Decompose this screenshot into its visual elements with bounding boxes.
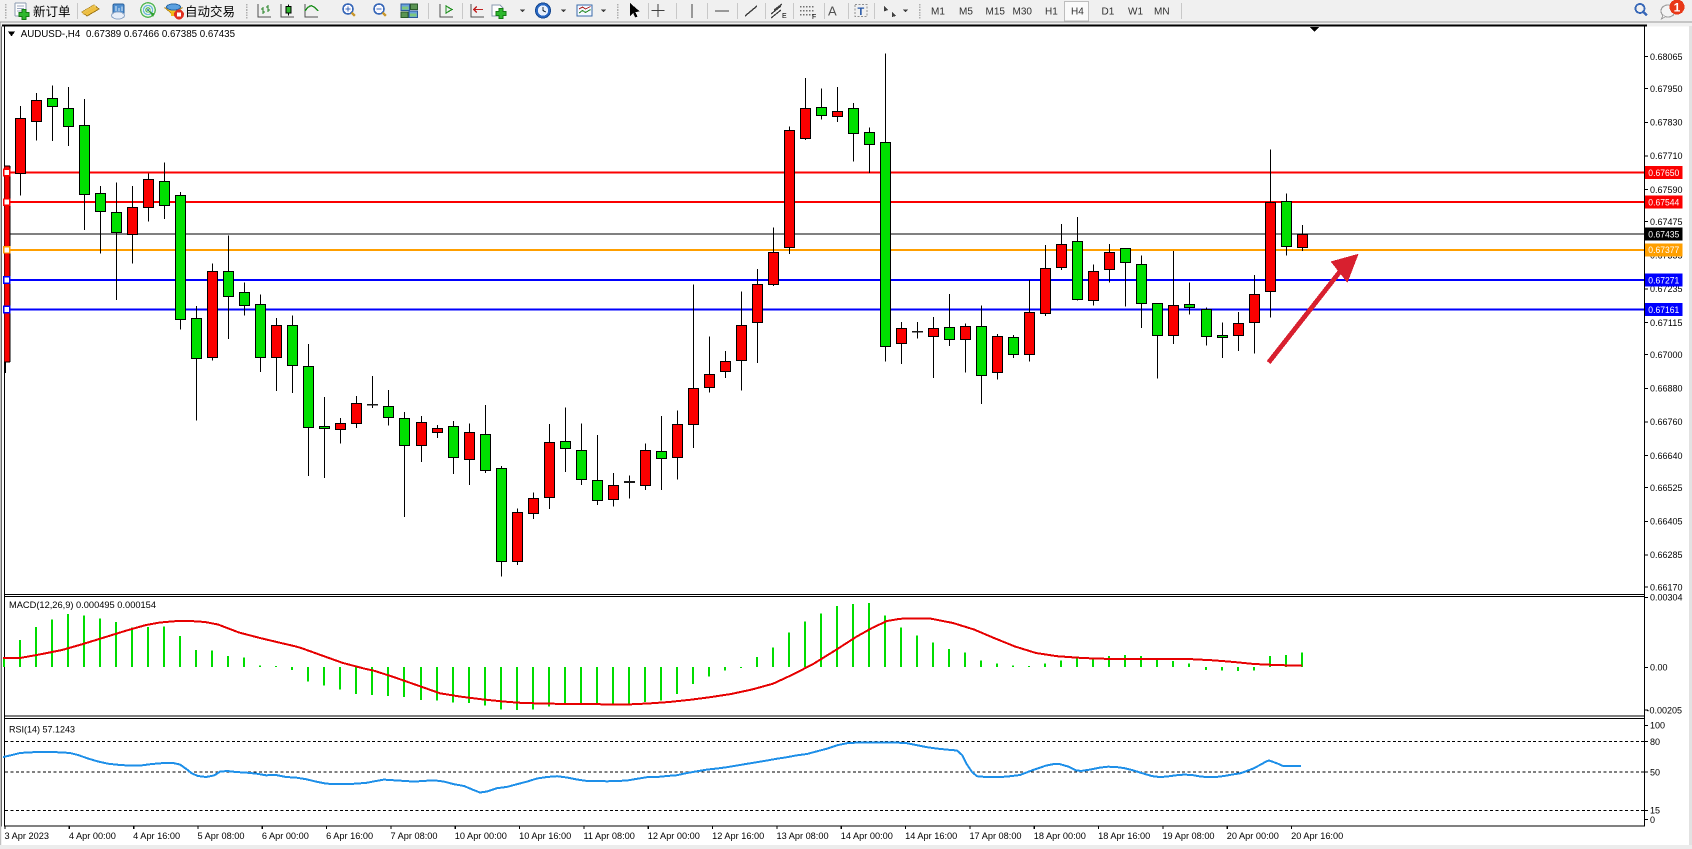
svg-text:0.66525: 0.66525 — [1650, 483, 1683, 493]
svg-text:0.67271: 0.67271 — [1648, 275, 1679, 285]
svg-text:E: E — [782, 13, 787, 20]
svg-text:10 Apr 00:00: 10 Apr 00:00 — [455, 831, 507, 841]
svg-text:100: 100 — [1650, 721, 1665, 731]
svg-text:10 Apr 16:00: 10 Apr 16:00 — [519, 831, 571, 841]
svg-text:T: T — [858, 6, 865, 18]
svg-text:20 Apr 16:00: 20 Apr 16:00 — [1291, 831, 1343, 841]
svg-text:0.66170: 0.66170 — [1650, 582, 1683, 592]
svg-text:D1: D1 — [1102, 7, 1115, 18]
svg-text:0.67435: 0.67435 — [1648, 229, 1679, 239]
svg-text:0.67590: 0.67590 — [1650, 185, 1683, 195]
svg-text:1: 1 — [1674, 1, 1681, 15]
svg-text:50: 50 — [1650, 767, 1660, 777]
svg-text:H4: H4 — [1071, 7, 1084, 18]
svg-text:0.66880: 0.66880 — [1650, 384, 1683, 394]
svg-text:19 Apr 08:00: 19 Apr 08:00 — [1162, 831, 1214, 841]
svg-text:0.66760: 0.66760 — [1650, 417, 1683, 427]
svg-text:0.00304: 0.00304 — [1650, 593, 1683, 603]
svg-text:12 Apr 00:00: 12 Apr 00:00 — [648, 831, 700, 841]
svg-text:17 Apr 08:00: 17 Apr 08:00 — [969, 831, 1021, 841]
svg-text:6 Apr 16:00: 6 Apr 16:00 — [326, 831, 373, 841]
svg-text:0.66405: 0.66405 — [1650, 517, 1683, 527]
svg-text:MN: MN — [1154, 7, 1170, 18]
svg-text:14 Apr 00:00: 14 Apr 00:00 — [841, 831, 893, 841]
svg-text:14 Apr 16:00: 14 Apr 16:00 — [905, 831, 957, 841]
svg-text:4 Apr 00:00: 4 Apr 00:00 — [69, 831, 116, 841]
svg-text:自动交易: 自动交易 — [185, 4, 235, 19]
svg-text:0.67235: 0.67235 — [1650, 284, 1683, 294]
svg-text:M1: M1 — [931, 7, 945, 18]
svg-text:0.67544: 0.67544 — [1648, 198, 1679, 208]
svg-text:18 Apr 16:00: 18 Apr 16:00 — [1098, 831, 1150, 841]
svg-text:0.67161: 0.67161 — [1648, 305, 1679, 315]
svg-text:新订单: 新订单 — [33, 4, 71, 19]
svg-text:A: A — [828, 4, 837, 19]
svg-text:0.00: 0.00 — [1650, 663, 1668, 673]
svg-text:6 Apr 00:00: 6 Apr 00:00 — [262, 831, 309, 841]
svg-text:0.67830: 0.67830 — [1650, 118, 1683, 128]
svg-text:W1: W1 — [1128, 7, 1143, 18]
svg-text:13 Apr 08:00: 13 Apr 08:00 — [776, 831, 828, 841]
svg-text:0.68065: 0.68065 — [1650, 52, 1683, 62]
svg-text:RSI(14) 57.1243: RSI(14) 57.1243 — [9, 725, 75, 735]
svg-text:0.67475: 0.67475 — [1650, 217, 1683, 227]
svg-text:AUDUSD-,H4: AUDUSD-,H4 — [21, 29, 81, 40]
svg-text:0.67115: 0.67115 — [1650, 318, 1683, 328]
svg-text:20 Apr 00:00: 20 Apr 00:00 — [1227, 831, 1279, 841]
svg-text:80: 80 — [1650, 737, 1660, 747]
svg-text:15: 15 — [1650, 806, 1660, 816]
svg-text:0.66640: 0.66640 — [1650, 451, 1683, 461]
svg-text:0.67000: 0.67000 — [1650, 350, 1683, 360]
svg-text:0.67950: 0.67950 — [1650, 84, 1683, 94]
svg-text:F: F — [812, 14, 816, 21]
svg-text:0.67389 0.67466 0.67385 0.6743: 0.67389 0.67466 0.67385 0.67435 — [86, 29, 236, 40]
svg-text:M30: M30 — [1013, 7, 1033, 18]
svg-text:12 Apr 16:00: 12 Apr 16:00 — [712, 831, 764, 841]
svg-text:0: 0 — [1650, 815, 1655, 825]
svg-text:0.67710: 0.67710 — [1650, 151, 1683, 161]
svg-text:M15: M15 — [986, 7, 1006, 18]
svg-text:M5: M5 — [959, 7, 973, 18]
svg-text:7 Apr 08:00: 7 Apr 08:00 — [390, 831, 437, 841]
svg-text:-0.00205: -0.00205 — [1647, 706, 1683, 716]
svg-text:5 Apr 08:00: 5 Apr 08:00 — [197, 831, 244, 841]
svg-text:18 Apr 00:00: 18 Apr 00:00 — [1034, 831, 1086, 841]
svg-text:3 Apr 2023: 3 Apr 2023 — [5, 831, 49, 841]
svg-text:0.66285: 0.66285 — [1650, 550, 1683, 560]
svg-text:11 Apr 08:00: 11 Apr 08:00 — [583, 831, 634, 841]
svg-text:4 Apr 16:00: 4 Apr 16:00 — [133, 831, 180, 841]
svg-text:MACD(12,26,9) 0.000495 0.00015: MACD(12,26,9) 0.000495 0.000154 — [9, 600, 156, 610]
svg-text:0.67377: 0.67377 — [1648, 245, 1679, 255]
svg-text:H1: H1 — [1045, 7, 1058, 18]
svg-text:0.67650: 0.67650 — [1648, 168, 1679, 178]
